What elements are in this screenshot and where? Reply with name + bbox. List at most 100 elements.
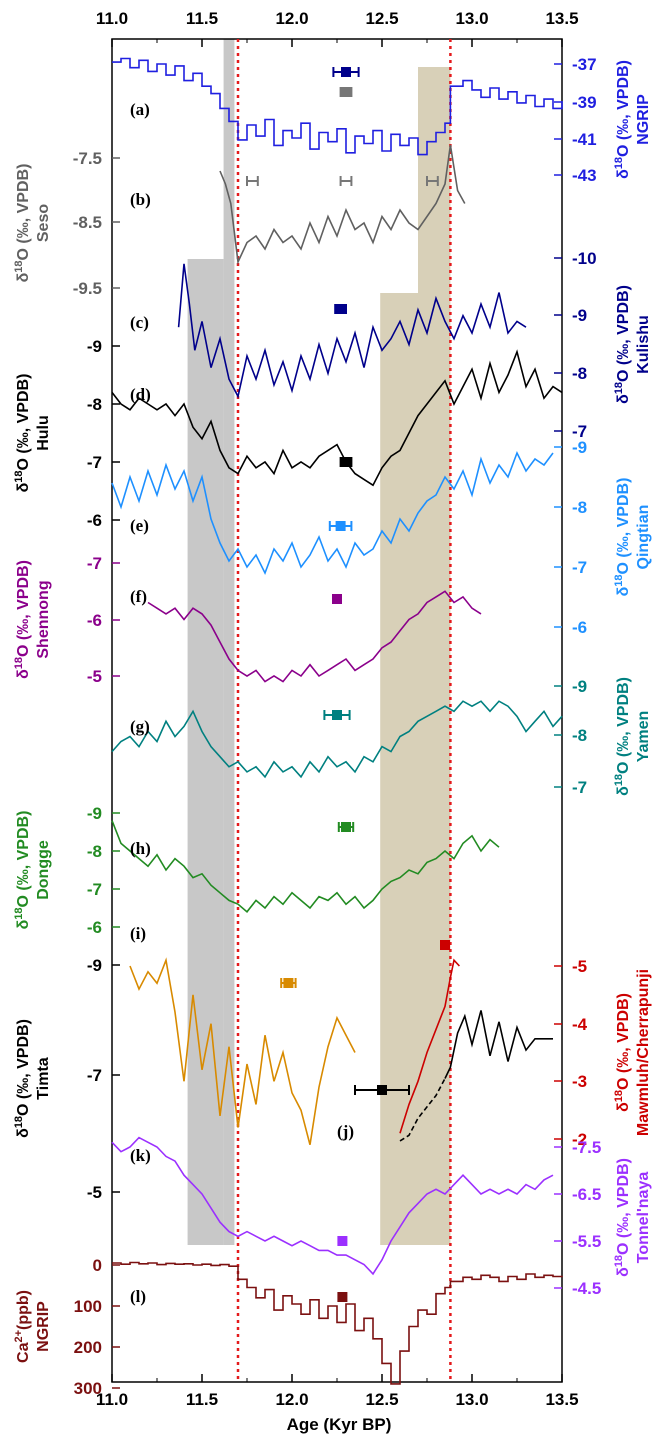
series-line-hulu-d bbox=[111, 349, 563, 487]
shaded-bands bbox=[187, 39, 451, 1245]
y-axis-name-dongge-h: Dongge bbox=[35, 840, 52, 900]
series-line-shennong-f bbox=[147, 590, 482, 683]
y-axis-name-timta-j: Timta bbox=[35, 1057, 52, 1099]
x-tick-label-top: 11.5 bbox=[186, 9, 218, 28]
series-line-yamen-g bbox=[111, 700, 563, 779]
error-bar-marker-kulishu-c bbox=[335, 304, 346, 314]
error-bar-marker-timta-j bbox=[377, 1085, 387, 1095]
y-tick-label-kulishu-c: -7 bbox=[572, 422, 587, 441]
error-bar-marker-mawmluh-cherrapunji-i bbox=[283, 978, 294, 988]
y-tick-label-kulishu-c: -10 bbox=[572, 249, 597, 268]
y-tick-label-tonnel-naya-k: -4.5 bbox=[572, 1279, 601, 1298]
series-line-timta-j bbox=[444, 1010, 553, 1079]
shaded-band-2-2 bbox=[380, 293, 418, 1245]
panel-letter-k: (k) bbox=[130, 1146, 151, 1165]
panel-letter-g: (g) bbox=[130, 717, 150, 736]
y-tick-label-ngrip-a: -41 bbox=[572, 130, 597, 149]
y-axis-label-mawmluh-cherrapunji-i: δ18O (‰, VPDB) bbox=[613, 993, 632, 1112]
y-axis-label-shennong-f: δ18O (‰, VPDB) bbox=[13, 560, 32, 679]
y-axis-name-ngrip-l: NGRIP bbox=[35, 1301, 52, 1352]
y-tick-label-kulishu-c: -9 bbox=[572, 306, 587, 325]
panel-letter-a: (a) bbox=[130, 100, 150, 119]
x-tick-label-bottom: 11.5 bbox=[186, 1390, 218, 1409]
x-tick-label-bottom: 12.0 bbox=[275, 1390, 308, 1409]
series-line-mawmluh-cherrapunji-i bbox=[129, 957, 356, 1146]
series-line-ngrip-a bbox=[112, 57, 563, 156]
axis-frame bbox=[111, 38, 563, 1389]
y-tick-label-timta-j: -7 bbox=[87, 1066, 102, 1085]
y-axis-name-qingtian-e: Qingtian bbox=[635, 505, 652, 570]
y-tick-label-ngrip-l: 300 bbox=[74, 1379, 102, 1398]
error-bar-marker-ngrip-a bbox=[341, 87, 351, 97]
y-tick-label-kulishu-c: -8 bbox=[572, 364, 587, 383]
y-tick-label-seso-b: -9.5 bbox=[73, 279, 102, 298]
y-axis-name-tonnel-naya-k: Tonnel'naya bbox=[635, 1172, 652, 1264]
x-tick-label-bottom: 11.0 bbox=[96, 1390, 128, 1409]
y-tick-label-shennong-f: -7 bbox=[87, 554, 102, 573]
y-tick-label-mawmluh-cherrapunji-i: -3 bbox=[572, 1072, 587, 1091]
series-line-seso-b bbox=[219, 144, 466, 265]
x-tick-label-top: 13.5 bbox=[545, 9, 578, 28]
error-bar-marker-hulu-d bbox=[341, 457, 351, 467]
x-tick-label-top: 13.0 bbox=[455, 9, 488, 28]
y-tick-label-qingtian-e: -9 bbox=[572, 438, 587, 457]
error-bar-marker-yamen-g bbox=[332, 710, 342, 720]
y-tick-label-timta-j: -5 bbox=[87, 1183, 102, 1202]
y-tick-label-dongge-h: -7 bbox=[87, 880, 102, 899]
y-axis-label-qingtian-e: δ18O (‰, VPDB) bbox=[613, 478, 632, 597]
y-tick-label-yamen-g: -9 bbox=[572, 677, 587, 696]
y-axis-name-yamen-g: Yamen bbox=[635, 711, 652, 763]
series-layer bbox=[111, 57, 563, 1385]
panel-letter-l: (l) bbox=[130, 1287, 146, 1306]
y-tick-label-qingtian-e: -6 bbox=[572, 618, 587, 637]
y-tick-label-tonnel-naya-k: -7.5 bbox=[572, 1138, 601, 1157]
y-axis-name-hulu-d: Hulu bbox=[35, 415, 52, 451]
panel-letter-f: (f) bbox=[130, 587, 147, 606]
x-tick-label-bottom: 12.5 bbox=[365, 1390, 398, 1409]
panel-letter-b: (b) bbox=[130, 190, 151, 209]
panel-letter-e: (e) bbox=[130, 516, 149, 535]
y-tick-label-tonnel-naya-k: -6.5 bbox=[572, 1185, 601, 1204]
y-axis-label-yamen-g: δ18O (‰, VPDB) bbox=[613, 677, 632, 796]
shaded-band-2-1 bbox=[418, 67, 451, 1245]
y-tick-label-hulu-d: -9 bbox=[87, 337, 102, 356]
error-bar-marker-qingtian-e bbox=[335, 521, 346, 531]
y-tick-label-hulu-d: -8 bbox=[87, 395, 102, 414]
error-bar-marker-tonnel-naya-k bbox=[337, 1236, 348, 1246]
x-tick-label-top: 12.0 bbox=[275, 9, 308, 28]
y-tick-label-ngrip-a: -43 bbox=[572, 166, 597, 185]
y-axis-label-ngrip-l: Ca2+(ppb) bbox=[13, 1290, 32, 1363]
y-tick-label-mawmluh-cherrapunji-i: -5 bbox=[572, 957, 587, 976]
x-tick-label-bottom: 13.5 bbox=[545, 1390, 578, 1409]
y-tick-label-dongge-h: -6 bbox=[87, 918, 102, 937]
y-tick-label-shennong-f: -6 bbox=[87, 611, 102, 630]
y-tick-label-qingtian-e: -7 bbox=[572, 558, 587, 577]
y-tick-label-yamen-g: -8 bbox=[572, 726, 587, 745]
panel-letter-h: (h) bbox=[130, 839, 151, 858]
y-axis-label-ngrip-a: δ18O (‰, VPDB) bbox=[613, 60, 632, 179]
y-axis-name-shennong-f: Shennong bbox=[35, 580, 52, 658]
y-tick-label-mawmluh-cherrapunji-i: -2 bbox=[572, 1130, 587, 1149]
y-axis-label-seso-b: δ18O (‰, VPDB) bbox=[13, 164, 32, 283]
series-line-kulishu-c bbox=[177, 263, 527, 399]
series-line-mawmluh-cherrapunji-i-2 bbox=[399, 958, 460, 1134]
x-axis-title: Age (Kyr BP) bbox=[287, 1415, 392, 1434]
y-tick-label-hulu-d: -6 bbox=[87, 511, 102, 530]
y-tick-label-seso-b: -8.5 bbox=[73, 213, 102, 232]
y-axis-label-dongge-h: δ18O (‰, VPDB) bbox=[13, 811, 32, 930]
panel-letter-d: (d) bbox=[130, 385, 151, 404]
x-tick-label-top: 12.5 bbox=[365, 9, 398, 28]
error-bar-marker-ngrip-l bbox=[337, 1292, 348, 1302]
y-axis-label-hulu-d: δ18O (‰, VPDB) bbox=[13, 374, 32, 493]
series-line-tonnel-naya-k bbox=[111, 1136, 554, 1276]
y-tick-label-timta-j: -9 bbox=[87, 956, 102, 975]
series-line-dongge-h bbox=[111, 820, 500, 913]
y-tick-label-seso-b: -7.5 bbox=[73, 149, 102, 168]
y-axis-label-tonnel-naya-k: δ18O (‰, VPDB) bbox=[613, 1158, 632, 1277]
panel-letter-j: (j) bbox=[337, 1122, 354, 1141]
y-axis-label-kulishu-c: δ18O (‰, VPDB) bbox=[613, 285, 632, 404]
error-bar-marker-mawmluh-cherrapunji-i bbox=[440, 940, 450, 950]
y-tick-label-dongge-h: -8 bbox=[87, 842, 102, 861]
y-tick-label-tonnel-naya-k: -5.5 bbox=[572, 1232, 601, 1251]
